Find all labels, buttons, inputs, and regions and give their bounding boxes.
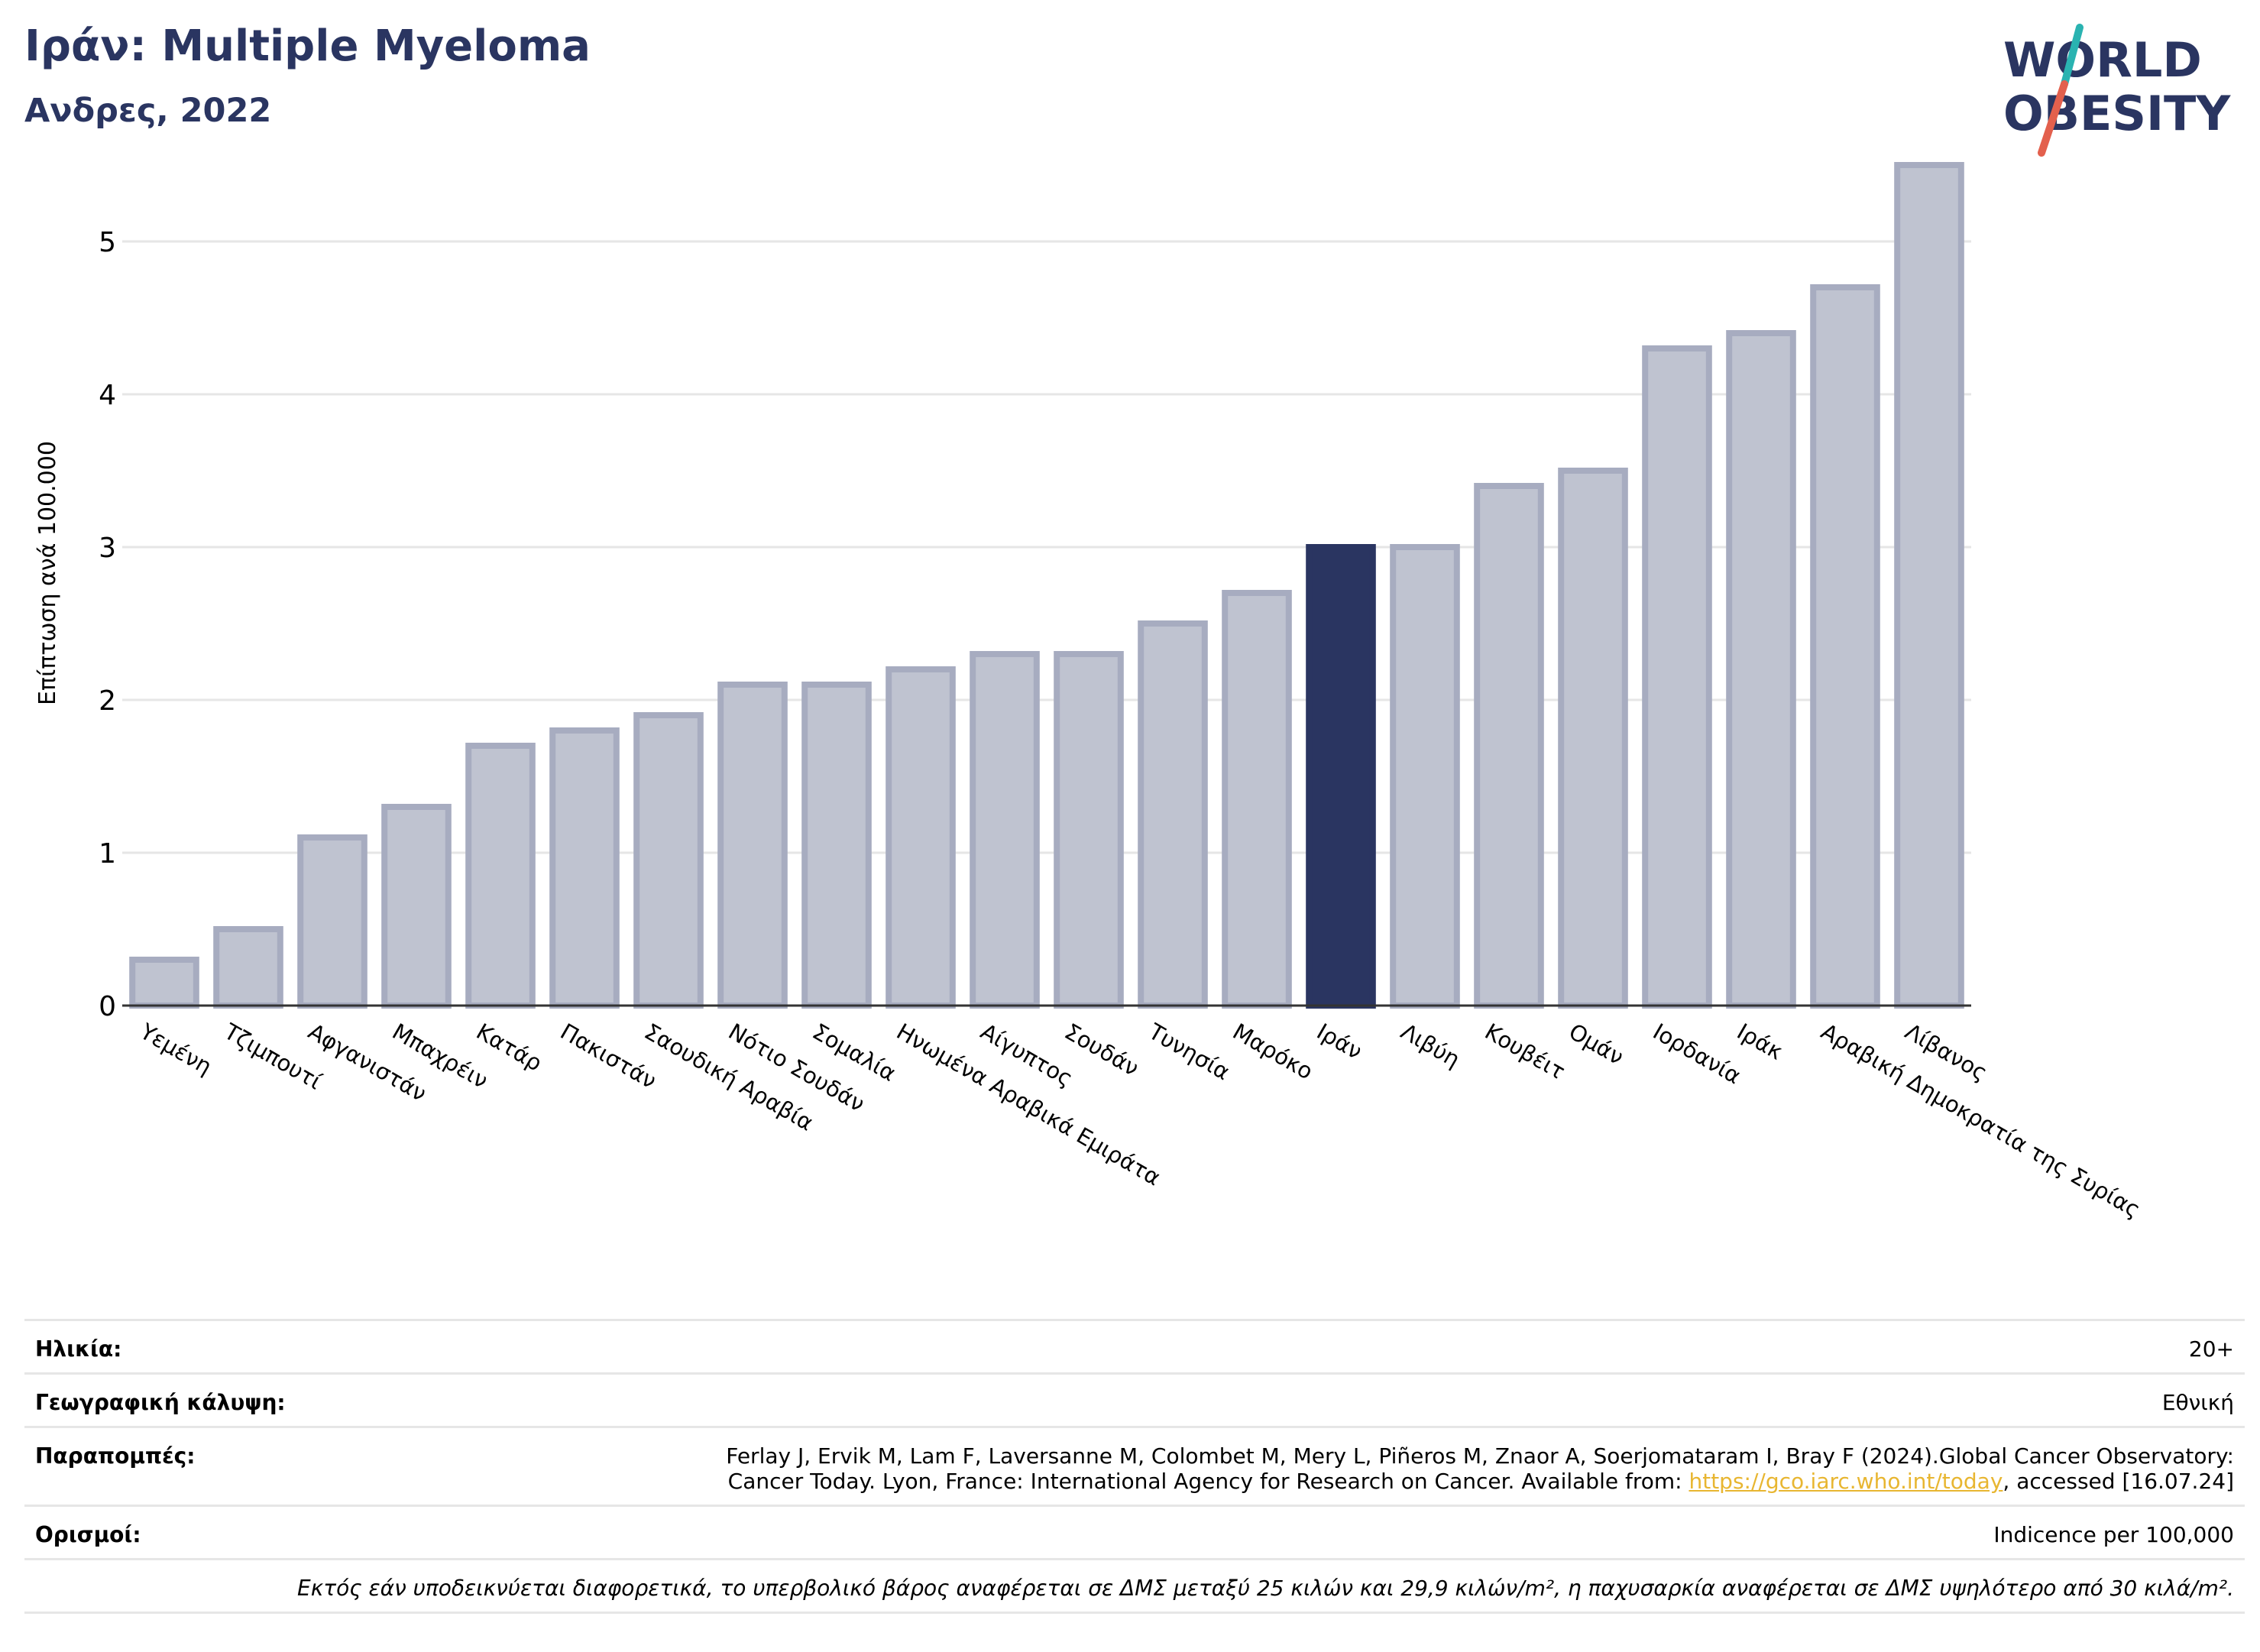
bar-16 bbox=[1390, 544, 1460, 1009]
x-tick-label: Μαρόκο bbox=[1229, 1019, 1318, 1085]
definitions-value: Indicence per 100,000 bbox=[1993, 1522, 2234, 1547]
info-row-coverage: Γεωγραφική κάλυψη: Εθνική bbox=[24, 1372, 2245, 1426]
bar-17 bbox=[1474, 483, 1544, 1009]
x-tick-label: Ιράν bbox=[1313, 1019, 1367, 1065]
bar-1 bbox=[129, 957, 199, 1009]
coverage-label: Γεωγραφική κάλυψη: bbox=[35, 1390, 286, 1415]
bar-7 bbox=[633, 712, 704, 1009]
x-tick-label: Ιράκ bbox=[1733, 1019, 1788, 1065]
info-row-references: Παραπομπές: Ferlay J, Ervik M, Lam F, La… bbox=[24, 1426, 2245, 1505]
logo-slash-teal bbox=[2061, 24, 2084, 88]
bar-22 bbox=[1894, 162, 1964, 1009]
y-tick-label: 0 bbox=[99, 991, 116, 1022]
bar-10 bbox=[886, 666, 956, 1009]
x-tick-label: Λιβύη bbox=[1397, 1019, 1465, 1073]
x-tick-label: Αραβική Δημοκρατία της Συρίας bbox=[1817, 1019, 2145, 1223]
x-tick-label: Ιορδανία bbox=[1649, 1019, 1746, 1090]
y-tick-label: 3 bbox=[99, 533, 116, 564]
info-row-age: Ηλικία: 20+ bbox=[24, 1319, 2245, 1372]
y-tick-label: 5 bbox=[99, 227, 116, 258]
chart-subtitle: Ανδρες, 2022 bbox=[24, 92, 272, 130]
bar-9 bbox=[801, 682, 872, 1009]
bar-19 bbox=[1642, 345, 1712, 1009]
y-tick-labels: 0 1 2 3 4 5 bbox=[99, 227, 116, 1022]
bar-3 bbox=[297, 834, 367, 1009]
y-tick-label: 4 bbox=[99, 380, 116, 411]
bar-15 bbox=[1306, 544, 1376, 1009]
info-row-note: Εκτός εάν υποδεικνύεται διαφορετικά, το … bbox=[24, 1558, 2245, 1614]
references-label: Παραπομπές: bbox=[35, 1443, 196, 1469]
chart-title: Ιράν: Multiple Myeloma bbox=[24, 21, 591, 71]
y-tick-label: 2 bbox=[99, 685, 116, 717]
bar-4 bbox=[381, 804, 452, 1009]
bar-5 bbox=[465, 743, 536, 1009]
x-tick-label: Ομάν bbox=[1565, 1019, 1628, 1071]
bars bbox=[129, 162, 1964, 1009]
x-tick-label: Κουβέιτ bbox=[1481, 1019, 1570, 1085]
bar-18 bbox=[1558, 468, 1628, 1009]
references-line1: Ferlay J, Ervik M, Lam F, Laversanne M, … bbox=[726, 1443, 2234, 1469]
logo-word-world: WORLD bbox=[2003, 32, 2202, 88]
bar-12 bbox=[1054, 651, 1124, 1009]
x-tick-label: Υεμένη bbox=[135, 1018, 216, 1080]
y-tick-label: 1 bbox=[99, 838, 116, 870]
bar-chart: 0 1 2 3 4 5 Υεμένη ΤζιμπουτίΑφγανιστάνΜπαχρέιν… bbox=[34, 162, 2145, 1223]
bar-20 bbox=[1726, 330, 1796, 1009]
references-line2-post: , accessed [16.07.24] bbox=[2003, 1469, 2234, 1494]
world-obesity-logo: WORLD OBESITY bbox=[2003, 24, 2231, 157]
logo-slash-coral bbox=[2038, 80, 2068, 157]
y-axis-label: Επίπτωση ανά 100.000 bbox=[34, 441, 61, 705]
bar-6 bbox=[549, 727, 620, 1009]
obesity-definition-note: Εκτός εάν υποδεικνύεται διαφορετικά, το … bbox=[297, 1576, 2234, 1601]
bar-8 bbox=[717, 682, 788, 1009]
logo-word-obesity: OBESITY bbox=[2003, 86, 2231, 141]
coverage-value: Εθνική bbox=[2161, 1390, 2234, 1415]
bar-14 bbox=[1222, 590, 1292, 1009]
bar-21 bbox=[1810, 284, 1880, 1009]
age-value: 20+ bbox=[2188, 1336, 2234, 1362]
bar-13 bbox=[1138, 620, 1208, 1009]
x-tick-label: Τυνησία bbox=[1144, 1018, 1235, 1085]
references-value: Ferlay J, Ervik M, Lam F, Laversanne M, … bbox=[726, 1443, 2234, 1494]
references-line2-pre: Cancer Today. Lyon, France: Internationa… bbox=[727, 1469, 1689, 1494]
references-link[interactable]: https://gco.iarc.who.int/today bbox=[1689, 1469, 2003, 1494]
info-table: Ηλικία: 20+ Γεωγραφική κάλυψη: Εθνική Πα… bbox=[24, 1319, 2245, 1614]
definitions-label: Ορισμοί: bbox=[35, 1522, 141, 1547]
bar-11 bbox=[970, 651, 1040, 1009]
age-label: Ηλικία: bbox=[35, 1336, 122, 1362]
x-tick-label: Πακιστάν bbox=[556, 1019, 661, 1094]
info-row-definitions: Ορισμοί: Indicence per 100,000 bbox=[24, 1505, 2245, 1558]
bar-2 bbox=[213, 926, 283, 1009]
